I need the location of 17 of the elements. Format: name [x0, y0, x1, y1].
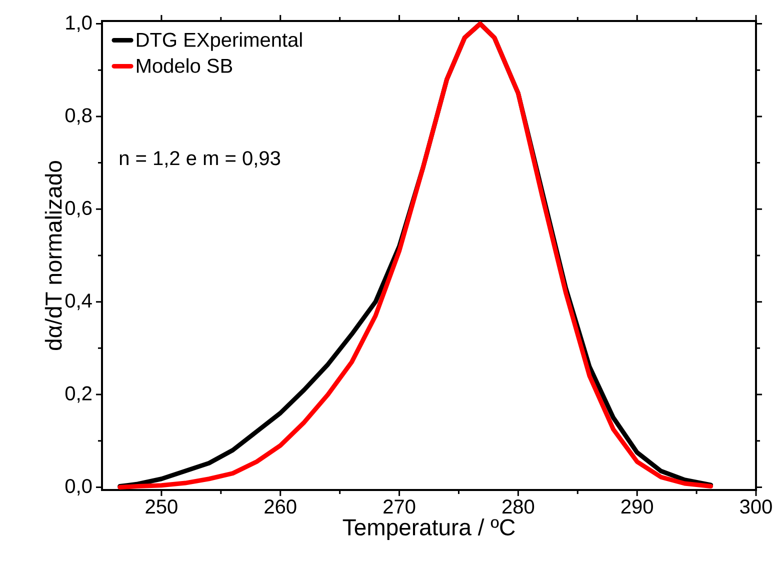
x-tick-label: 290 [621, 500, 653, 514]
x-tick-label: 250 [146, 500, 178, 514]
y-tick-label: 0,0 [65, 478, 92, 496]
x-tick-label: 280 [502, 500, 534, 514]
y-tick-label: 0,2 [65, 386, 92, 403]
y-tick-label: 0,6 [65, 200, 92, 218]
x-axis-title: Temperatura / ºC [342, 518, 515, 540]
annotation: n = 1,2 e m = 0,93 [120, 151, 280, 168]
y-tick-label: 0,4 [65, 294, 92, 310]
legend-label: Modelo SB [136, 58, 232, 73]
y-axis-title: dα/dT normalizado [44, 161, 62, 350]
y-tick-label: 0,8 [65, 108, 92, 125]
x-tick-label: 300 [740, 500, 772, 514]
x-tick-label: 270 [384, 500, 416, 514]
x-tick-label: 260 [264, 500, 296, 514]
y-tick-label: 1,0 [66, 16, 92, 32]
legend-label: DTG EXperimental [136, 32, 302, 51]
